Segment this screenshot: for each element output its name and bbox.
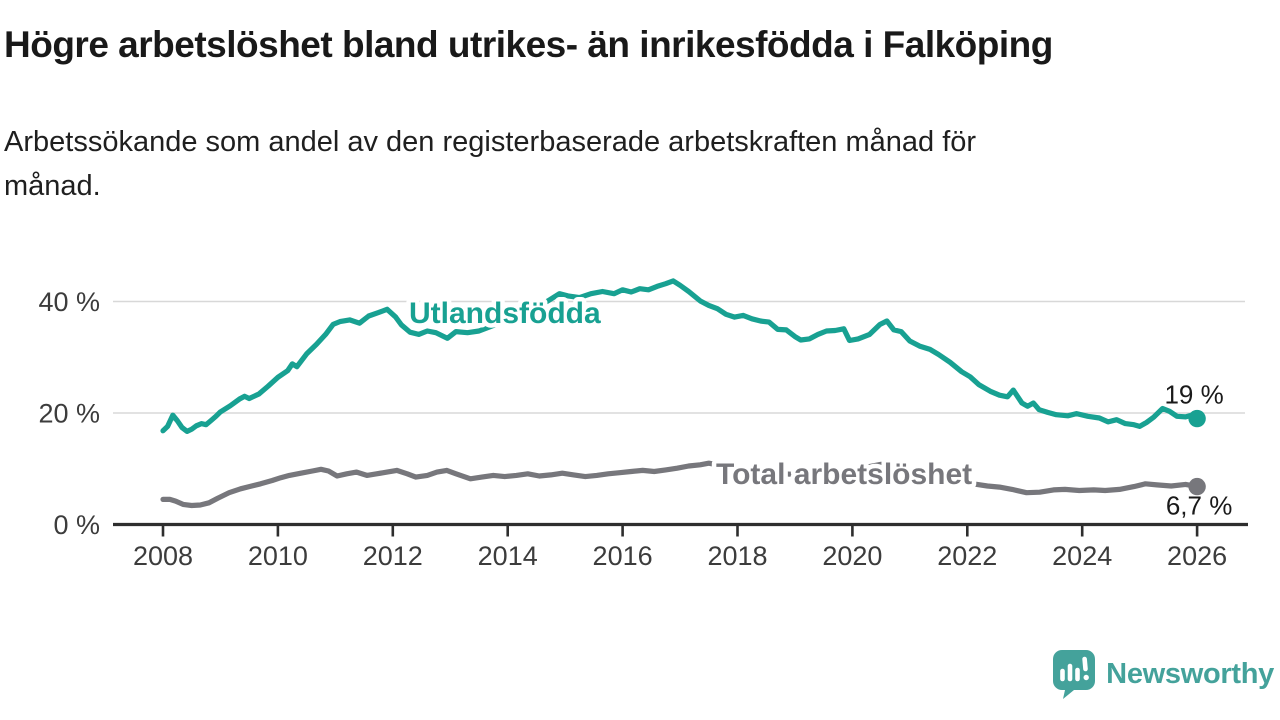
x-tick-label: 2022 bbox=[937, 541, 997, 571]
x-tick-label: 2012 bbox=[363, 541, 423, 571]
page-title: Högre arbetslöshet bland utrikes- än inr… bbox=[4, 24, 1053, 65]
gridlines bbox=[113, 300, 1245, 414]
newsworthy-logo: Newsworthy bbox=[1051, 646, 1274, 702]
x-tick-label: 2018 bbox=[707, 541, 767, 571]
y-tick-label: 40 % bbox=[38, 287, 100, 317]
x-axis bbox=[113, 522, 1248, 537]
chart-subtitle: Arbetssökande som andel av den registerb… bbox=[4, 120, 1204, 208]
series-labels: Utlandsfödda Total arbetslöshet bbox=[405, 293, 977, 496]
bar-chart-glyph bbox=[1060, 656, 1088, 682]
x-tick-label: 2026 bbox=[1167, 541, 1227, 571]
line-total-arbetsloshet bbox=[160, 460, 1200, 509]
y-tick-label: 0 % bbox=[53, 510, 100, 540]
line-utlandsfodda bbox=[160, 278, 1200, 434]
x-tick-label: 2024 bbox=[1052, 541, 1112, 571]
subtitle-line-2: månad. bbox=[4, 170, 101, 202]
newsworthy-logo-text: Newsworthy bbox=[1106, 657, 1274, 690]
end-dots bbox=[1188, 409, 1206, 496]
end-dot bbox=[1188, 477, 1206, 496]
exclamation-dot bbox=[1083, 674, 1090, 681]
x-tick-label: 2016 bbox=[593, 541, 653, 571]
series-label-utlandsfodda: Utlandsfödda bbox=[409, 297, 601, 330]
end-value-labels: 19 % 6,7 % bbox=[1164, 380, 1232, 521]
y-tick-label: 20 % bbox=[38, 399, 100, 429]
end-dot bbox=[1188, 409, 1206, 428]
x-tick-label: 2020 bbox=[822, 541, 882, 571]
x-tick-label: 2014 bbox=[478, 541, 538, 571]
newsworthy-logo-icon bbox=[1053, 650, 1096, 699]
end-value-label: 6,7 % bbox=[1166, 491, 1233, 521]
subtitle-line-1: Arbetssökande som andel av den registerb… bbox=[4, 126, 977, 158]
y-axis-labels: 0 % 20 % 40 % bbox=[38, 287, 100, 540]
series-label-total-arbetsloshet: Total arbetslöshet bbox=[716, 458, 972, 491]
speech-bubble-shape bbox=[1053, 650, 1096, 699]
x-tick-label: 2008 bbox=[133, 541, 193, 571]
x-tick-label: 2010 bbox=[248, 541, 308, 571]
series-lines bbox=[160, 278, 1200, 509]
end-value-label: 19 % bbox=[1164, 380, 1223, 410]
x-axis-labels: 2008 2010 2012 2014 2016 2018 2020 2022 2024 2026 bbox=[133, 541, 1227, 571]
